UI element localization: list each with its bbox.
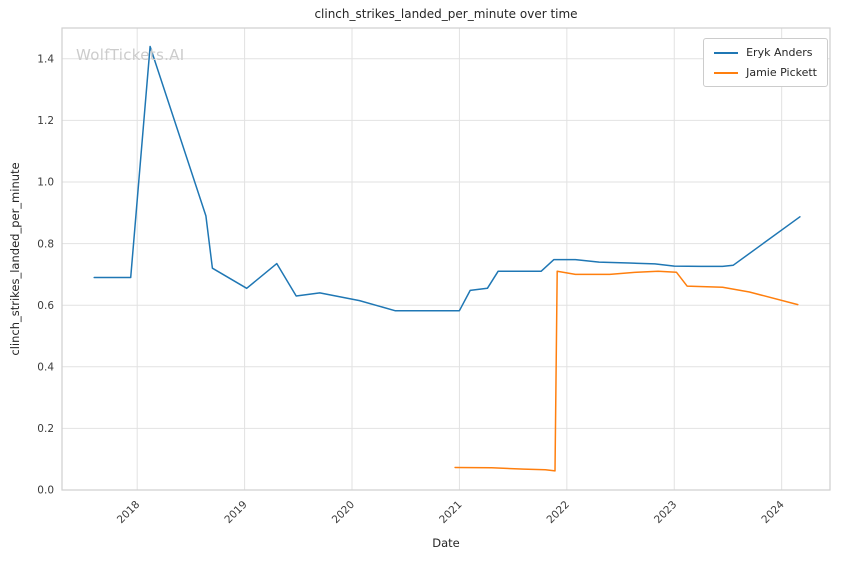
x-tick-label: 2018 [115,499,142,526]
legend-label-eryk-anders: Eryk Anders [746,46,813,59]
x-axis-label: Date [432,536,460,550]
y-tick-label: 1.4 [37,53,54,65]
y-tick-label: 1.0 [37,177,54,189]
chart-title: clinch_strikes_landed_per_minute over ti… [314,7,578,21]
y-axis-label: clinch_strikes_landed_per_minute [8,162,22,356]
x-tick-label: 2020 [330,499,357,526]
x-tick-label: 2019 [222,499,249,526]
legend: Eryk Anders Jamie Pickett [703,38,828,87]
x-tick-label: 2021 [437,499,464,526]
y-tick-label: 0.4 [37,361,54,373]
legend-line-swatch-blue [714,51,739,54]
series-line-eryk-anders [93,45,801,312]
x-tick-label: 2024 [759,498,787,526]
y-tick-label: 0.6 [37,300,54,312]
y-tick-label: 0.2 [37,423,54,435]
legend-line-swatch-orange [714,71,739,74]
series-line-jamie-pickett [454,270,799,472]
y-tick-label: 0.0 [37,485,54,497]
legend-item-jamie-pickett: Jamie Pickett [714,66,817,79]
x-tick-label: 2023 [652,499,679,526]
x-tick-label: 2022 [545,499,572,526]
legend-item-eryk-anders: Eryk Anders [714,46,817,59]
y-tick-label: 0.8 [37,238,54,250]
plot-border [61,27,831,491]
y-tick-label: 1.2 [37,115,54,127]
watermark-text: WolfTickets.AI [76,46,185,64]
legend-label-jamie-pickett: Jamie Pickett [746,66,817,79]
